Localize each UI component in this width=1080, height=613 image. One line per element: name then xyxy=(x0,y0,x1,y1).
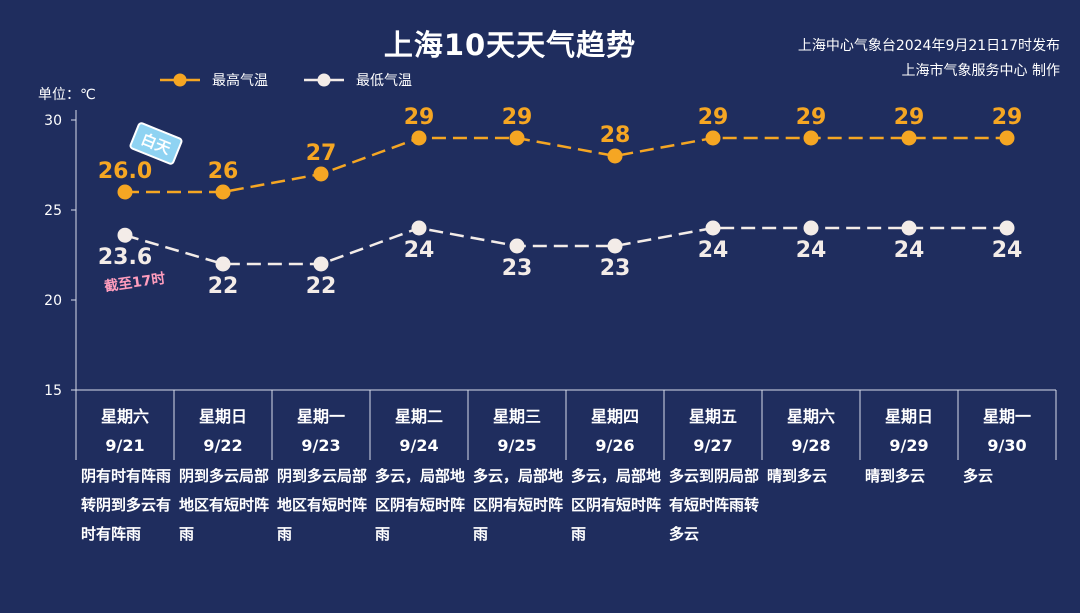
y-tick-label: 20 xyxy=(44,293,62,309)
data-label-high: 29 xyxy=(796,105,827,130)
data-label-low: 24 xyxy=(698,238,729,263)
x-tick-weekday: 星期五 xyxy=(689,407,737,426)
series-line-low xyxy=(124,226,1007,266)
data-point-high xyxy=(215,184,231,200)
data-label-high: 28 xyxy=(600,123,631,148)
y-axis-unit: 单位：℃ xyxy=(38,87,96,103)
data-point-low xyxy=(999,220,1015,236)
weather-description: 多云到阴局部有短时阵雨转多云 xyxy=(669,467,760,543)
x-tick-date: 9/21 xyxy=(105,436,144,455)
data-point-high xyxy=(705,130,721,146)
weather-description: 多云，局部地区阴有短时阵雨 xyxy=(375,467,466,543)
source-line-issuer: 上海中心气象台2024年9月21日17时发布 xyxy=(797,38,1060,54)
x-tick-weekday: 星期四 xyxy=(591,407,639,426)
data-point-high xyxy=(803,130,819,146)
data-label-high: 29 xyxy=(404,105,435,130)
legend-item-high: 最高气温 xyxy=(160,70,268,90)
weather-description: 晴到多云 xyxy=(767,467,828,485)
x-tick-weekday: 星期一 xyxy=(297,407,345,426)
legend-item-low: 最低气温 xyxy=(304,70,412,90)
data-label-low: 23 xyxy=(600,256,631,281)
weather-description: 阴有时有阵雨转阴到多云有时有阵雨 xyxy=(81,467,172,543)
x-tick-date: 9/27 xyxy=(693,436,732,455)
data-label-high: 29 xyxy=(502,105,533,130)
data-label-low: 24 xyxy=(894,238,925,263)
data-label-high: 29 xyxy=(894,105,925,130)
data-label-low: 23.6 xyxy=(98,245,152,270)
y-tick-label: 30 xyxy=(44,113,62,129)
chart-title: 上海10天天气趋势 xyxy=(383,28,637,62)
x-tick-weekday: 星期六 xyxy=(787,407,835,426)
data-label-low: 22 xyxy=(208,274,239,299)
x-tick-date: 9/23 xyxy=(301,436,340,455)
chart-legend: 最高气温 最低气温 xyxy=(160,70,412,90)
data-label-high: 26.0 xyxy=(98,159,152,184)
data-point-high xyxy=(313,166,329,182)
x-tick-weekday: 星期六 xyxy=(101,407,149,426)
series-line-high xyxy=(125,136,1007,194)
weather-description: 多云 xyxy=(963,467,994,485)
data-label-low: 24 xyxy=(992,238,1023,263)
data-label-high: 26 xyxy=(208,159,239,184)
weather-description: 晴到多云 xyxy=(865,467,926,485)
data-label-low: 23 xyxy=(502,256,533,281)
data-point-high xyxy=(411,130,427,146)
weather-description: 多云，局部地区阴有短时阵雨 xyxy=(571,467,662,543)
x-tick-weekday: 星期三 xyxy=(493,407,541,426)
legend-label-high: 最高气温 xyxy=(212,73,268,89)
x-tick-date: 9/30 xyxy=(987,436,1026,455)
x-tick-date: 9/24 xyxy=(399,436,438,455)
data-point-low xyxy=(215,256,231,272)
legend-label-low: 最低气温 xyxy=(356,73,412,89)
x-tick-date: 9/28 xyxy=(791,436,830,455)
data-point-low xyxy=(607,238,623,254)
x-tick-weekday: 星期日 xyxy=(885,407,933,426)
data-point-low xyxy=(411,220,427,236)
y-tick-label: 25 xyxy=(44,203,62,219)
data-label-high: 29 xyxy=(698,105,729,130)
x-tick-weekday: 星期二 xyxy=(395,407,443,426)
data-point-low xyxy=(313,256,329,272)
data-point-high xyxy=(607,148,623,164)
x-tick-date: 9/29 xyxy=(889,436,928,455)
source-line-maker: 上海市气象服务中心 制作 xyxy=(901,63,1060,79)
source-info: 上海中心气象台2024年9月21日17时发布 上海市气象服务中心 制作 xyxy=(798,34,1060,84)
x-tick-date: 9/22 xyxy=(203,436,242,455)
data-label-low: 22 xyxy=(306,274,337,299)
x-tick-date: 9/25 xyxy=(497,436,536,455)
data-point-high xyxy=(509,130,525,146)
x-tick-weekday: 星期一 xyxy=(983,407,1031,426)
data-point-high xyxy=(999,130,1015,146)
data-label-high: 27 xyxy=(306,141,337,166)
data-point-low xyxy=(803,220,819,236)
x-tick-date: 9/26 xyxy=(595,436,634,455)
data-label-low: 24 xyxy=(796,238,827,263)
data-point-low xyxy=(705,220,721,236)
data-point-high xyxy=(901,130,917,146)
data-label-low: 24 xyxy=(404,238,435,263)
data-point-low xyxy=(509,238,525,254)
weather-description: 多云，局部地区阴有短时阵雨 xyxy=(473,467,564,543)
legend-low-marker xyxy=(304,73,344,87)
data-point-high xyxy=(117,184,133,200)
data-point-low xyxy=(901,220,917,236)
x-tick-weekday: 星期日 xyxy=(199,407,247,426)
weather-description: 阴到多云局部地区有短时阵雨 xyxy=(277,467,368,543)
y-tick-label: 15 xyxy=(44,383,62,399)
data-label-high: 29 xyxy=(992,105,1023,130)
legend-high-marker xyxy=(160,73,200,87)
weather-description: 阴到多云局部地区有短时阵雨 xyxy=(179,467,270,543)
data-point-low xyxy=(117,227,133,243)
